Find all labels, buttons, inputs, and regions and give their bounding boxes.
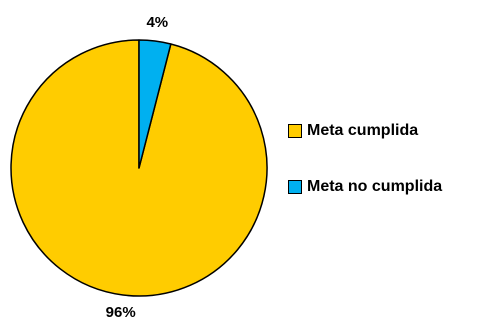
legend-swatch-meta-cumplida xyxy=(288,124,302,138)
legend-item-meta-no-cumplida: Meta no cumplida xyxy=(288,176,442,198)
legend-label-meta-no-cumplida: Meta no cumplida xyxy=(307,178,443,195)
pie-data-labels: 96% 4% xyxy=(106,14,168,321)
pie-slice-meta-no-cumplida xyxy=(138,39,172,169)
legend-label-meta-cumplida: Meta cumplida xyxy=(307,122,419,139)
legend: Meta cumplida Meta no cumplida xyxy=(288,120,442,232)
data-label-meta-no-cumplida: 4% xyxy=(146,14,168,31)
pie-slices xyxy=(10,39,268,297)
legend-item-meta-cumplida: Meta cumplida xyxy=(288,120,442,142)
legend-swatch-meta-no-cumplida xyxy=(288,180,302,194)
data-label-meta-cumplida: 96% xyxy=(106,304,136,321)
